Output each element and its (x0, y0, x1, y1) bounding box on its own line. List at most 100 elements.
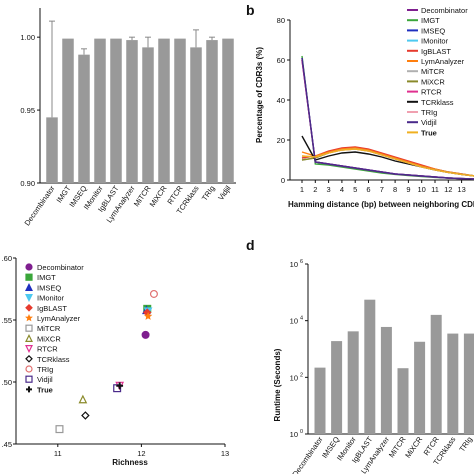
line-x-tick-label: 10 (418, 185, 426, 194)
legend-label-imseq: IMSEQ (421, 26, 445, 35)
accuracy-bar-tcrklass (190, 47, 202, 183)
legend-label-tcrklass: TCRklass (421, 98, 454, 107)
line-y-tick-label: 20 (277, 136, 285, 145)
accuracy-bar-lymanalyzer (126, 40, 138, 184)
scatter-legend-label-mitcr: MiTCR (37, 324, 61, 333)
runtime-y-tick-base: 10 (290, 317, 298, 326)
runtime-y-tick-exp: 2 (300, 372, 303, 378)
scatter-legend-marker-vidjil (25, 375, 33, 383)
scatter-legend-label-imseq: IMSEQ (37, 283, 61, 292)
runtime-bar-mitcr (397, 368, 409, 434)
runtime-bar-decombinator (314, 367, 326, 434)
legend-label-igblast: IgBLAST (421, 47, 451, 56)
scatter-legend-label-imgt: IMGT (37, 273, 56, 282)
scatter-legend-label-true: True (37, 385, 53, 394)
line-series-vidjil (301, 57, 474, 180)
line-x-tick-label: 2 (313, 185, 317, 194)
scatter-y-tick-label: .50 (2, 378, 12, 387)
line-x-tick-label: 5 (353, 185, 357, 194)
line-x-tick-label: 8 (393, 185, 397, 194)
scatter-point-tcrklass (81, 411, 90, 420)
runtime-y-tick-exp: 6 (300, 259, 303, 265)
scatter-point-true (116, 382, 124, 390)
legend-label-vidjil: Vidjil (421, 118, 437, 127)
accuracy-bar-igblast (110, 38, 122, 183)
runtime-bar-igblast (364, 299, 376, 434)
line-y-tick-label: 40 (277, 96, 285, 105)
scatter-legend-label-mixcr: MiXCR (37, 334, 61, 343)
runtime-x-tick-label: TRIg (457, 435, 474, 453)
accuracy-bar-chart: 0.900.951.00DecombinatorIMGTIMSEQIMonito… (20, 8, 236, 227)
line-x-tick-label: 12 (444, 185, 452, 194)
runtime-x-tick-label: MiXCR (403, 435, 424, 460)
runtime-bar-tcrklass (447, 333, 459, 434)
runtime-ylabel: Runtime (Seconds) (273, 348, 282, 421)
accuracy-bar-mixcr (158, 38, 170, 183)
legend-label-lymanalyzer: LymAnalyzer (421, 57, 465, 66)
panel-label-b: b (246, 2, 255, 18)
line-y-tick-label: 80 (277, 16, 285, 25)
accuracy-bar-mitcr (142, 47, 154, 183)
scatter-legend-marker-decombinator (25, 263, 33, 271)
panel-label-d: d (246, 237, 255, 253)
accuracy-bar-imonitor (94, 38, 106, 183)
legend-label-mixcr: MiXCR (421, 77, 445, 86)
runtime-bar-mixcr (414, 341, 426, 434)
runtime-bar-trig (463, 333, 474, 434)
scatter-legend-marker-tcrklass (25, 354, 33, 363)
legend-label-imonitor: IMonitor (421, 37, 449, 46)
line-x-tick-label: 6 (366, 185, 370, 194)
scatter-xlabel: Richness (112, 458, 148, 467)
runtime-bar-imseq (331, 341, 343, 434)
line-series-imseq (301, 57, 474, 180)
line-x-tick-label: 1 (300, 185, 304, 194)
accuracy-x-tick-label: MiXCR (148, 184, 169, 209)
line-xlabel: Hamming distance (bp) between neighborin… (288, 200, 474, 209)
scatter-legend-marker-imgt (25, 273, 33, 281)
scatter-point-mitcr (55, 425, 64, 434)
scatter-legend-label-igblast: IgBLAST (37, 304, 67, 313)
scatter-y-tick-label: .60 (2, 254, 12, 263)
scatter-point-lymanalyzer (143, 311, 153, 320)
line-y-tick-label: 60 (277, 56, 285, 65)
runtime-y-tick-base: 10 (290, 373, 298, 382)
accuracy-y-tick-label: 1.00 (20, 33, 35, 42)
scatter-legend-label-decombinator: Decombinator (37, 263, 84, 272)
runtime-y-tick-base: 10 (290, 260, 298, 269)
scatter-point-decombinator (141, 330, 150, 339)
accuracy-y-tick-label: 0.90 (20, 179, 35, 188)
runtime-y-tick-exp: 4 (300, 316, 303, 322)
accuracy-y-tick-label: 0.95 (20, 106, 35, 115)
legend-label-rtcr: RTCR (421, 88, 442, 97)
scatter-point-mixcr (78, 394, 88, 404)
scatter-x-tick-label: 13 (221, 449, 229, 458)
line-x-tick-label: 11 (431, 185, 439, 194)
legend-label-mitcr: MiTCR (421, 67, 445, 76)
scatter-legend-marker-rtcr (25, 345, 33, 353)
runtime-bar-rtcr (430, 314, 442, 434)
scatter-x-tick-label: 12 (137, 449, 145, 458)
accuracy-bar-imseq (78, 54, 90, 183)
line-series-decombinator (301, 59, 474, 180)
scatter-legend-label-rtcr: RTCR (37, 345, 58, 354)
line-x-tick-label: 4 (340, 185, 344, 194)
accuracy-bar-decombinator (46, 117, 58, 183)
accuracy-bar-vidjil (222, 38, 234, 183)
scatter-legend-label-trig: TRIg (37, 365, 53, 374)
scatter-point-trig (149, 289, 158, 298)
scatter-legend-label-imonitor: IMonitor (37, 294, 65, 303)
runtime-y-tick-exp: 0 (300, 429, 303, 435)
legend-label-decombinator: Decombinator (421, 6, 468, 15)
legend-label-trig: TRIg (421, 108, 437, 117)
line-series-imgt (301, 55, 474, 180)
scatter-x-tick-label: 11 (54, 449, 62, 458)
accuracy-bar-rtcr (174, 38, 186, 183)
accuracy-x-tick-label: TRIg (200, 184, 217, 202)
line-ylabel: Percentage of CDR3s (%) (255, 47, 264, 143)
scatter-legend-marker-trig (25, 365, 33, 373)
line-series-rtcr (301, 59, 474, 180)
legend-label-true: True (421, 128, 437, 137)
